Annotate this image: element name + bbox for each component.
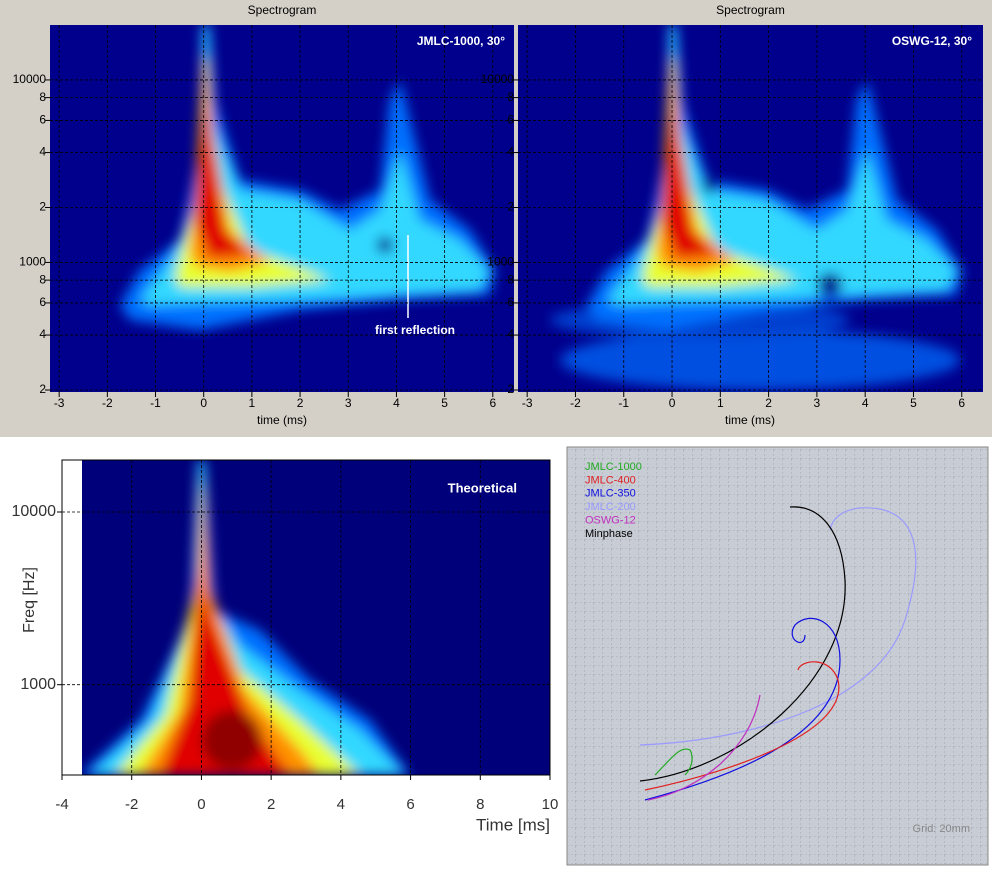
x-axis-label: Time [ms]	[476, 815, 550, 834]
x-tick-label: -3	[54, 396, 65, 410]
x-tick-label: 4	[337, 796, 345, 813]
y-tick-label: 6	[507, 295, 514, 309]
panel-title: Spectrogram	[716, 3, 785, 17]
heatmap	[50, 25, 514, 392]
x-tick-label: 6	[489, 396, 496, 410]
legend-entry: JMLC-400	[585, 474, 636, 486]
y-tick-label: 1000	[487, 255, 514, 269]
x-tick-label: -1	[618, 396, 629, 410]
x-tick-label: 5	[441, 396, 448, 410]
y-tick-label: 4	[39, 327, 46, 341]
legend-entry: JMLC-1000	[585, 461, 642, 473]
y-tick-label: 6	[39, 113, 46, 127]
x-tick-label: 1	[717, 396, 724, 410]
y-tick-label: 10000	[481, 72, 515, 86]
y-tick-label: 10000	[12, 503, 57, 520]
x-tick-label: 2	[297, 396, 304, 410]
trajectories	[639, 506, 917, 801]
annotation: OSWG-12, 30°	[892, 34, 972, 48]
x-axis-label: time (ms)	[257, 413, 307, 427]
x-tick-label: 1	[249, 396, 256, 410]
x-tick-label: 0	[669, 396, 676, 410]
annotation: JMLC-1000, 30°	[417, 34, 505, 48]
grid-note: Grid: 20mm	[913, 823, 970, 835]
x-tick-label: 0	[197, 796, 205, 813]
legend-entry: OSWG-12	[585, 515, 636, 527]
x-tick-label: 5	[910, 396, 917, 410]
y-tick-label: 6	[507, 113, 514, 127]
panel-title: Spectrogram	[248, 3, 317, 17]
y-axis-label: Freq [Hz]	[21, 567, 38, 633]
x-tick-label: 4	[862, 396, 869, 410]
y-tick-label: 6	[39, 295, 46, 309]
y-tick-label: 4	[507, 145, 514, 159]
legend-entry: Minphase	[585, 528, 633, 540]
y-tick-label: 8	[39, 90, 46, 104]
x-tick-label: -3	[522, 396, 533, 410]
x-tick-label: 0	[200, 396, 207, 410]
x-tick-label: 2	[765, 396, 772, 410]
x-tick-label: -2	[570, 396, 581, 410]
y-tick-label: 8	[507, 272, 514, 286]
y-tick-label: 2	[39, 382, 46, 396]
legend-entry: JMLC-350	[585, 488, 636, 500]
x-tick-label: 6	[958, 396, 965, 410]
panel-title: Theoretical	[448, 480, 517, 495]
x-tick-label: 8	[476, 796, 484, 813]
y-tick-label: 1000	[19, 255, 46, 269]
legend-entry: JMLC-200	[585, 501, 636, 513]
x-axis-label: time (ms)	[725, 413, 775, 427]
x-tick-label: 3	[345, 396, 352, 410]
y-tick-label: 8	[507, 90, 514, 104]
y-tick-label: 1000	[20, 676, 56, 693]
y-tick-label: 4	[39, 145, 46, 159]
y-tick-label: 2	[507, 382, 514, 396]
x-tick-label: -1	[150, 396, 161, 410]
x-tick-label: -2	[102, 396, 113, 410]
y-tick-label: 2	[507, 200, 514, 214]
y-tick-label: 4	[507, 327, 514, 341]
x-tick-label: -4	[55, 796, 68, 813]
heatmap	[82, 460, 550, 775]
heatmap	[518, 25, 983, 392]
plot-frame	[61, 459, 551, 776]
x-tick-label: 2	[267, 796, 275, 813]
x-tick-label: 3	[814, 396, 821, 410]
x-tick-label: 6	[406, 796, 414, 813]
y-tick-label: 2	[39, 200, 46, 214]
y-tick-label: 10000	[13, 72, 47, 86]
y-tick-label: 8	[39, 272, 46, 286]
callout: first reflection	[375, 323, 455, 337]
x-tick-label: 10	[542, 796, 559, 813]
x-tick-label: 4	[393, 396, 400, 410]
x-tick-label: -2	[125, 796, 138, 813]
